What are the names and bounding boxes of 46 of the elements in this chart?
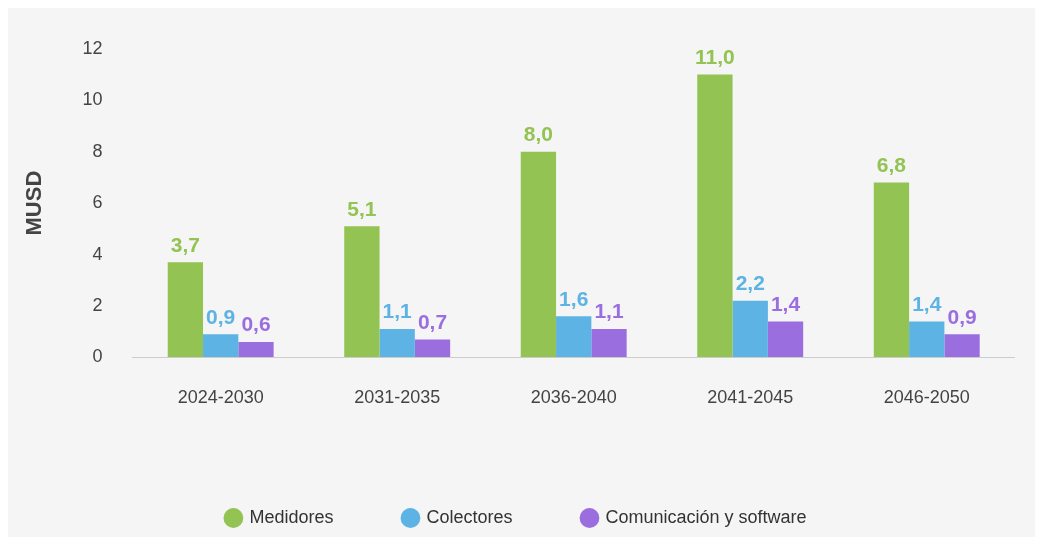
data-label: 1,4: [770, 291, 801, 315]
bar: [379, 329, 415, 357]
bar: [203, 334, 239, 357]
x-tick-label: 2046-2050: [883, 387, 970, 408]
data-label: 2,2: [735, 271, 765, 295]
bar: [767, 321, 804, 357]
bar: [732, 300, 768, 357]
y-tick-label: 2: [92, 294, 103, 315]
bar: [238, 341, 274, 357]
y-tick-label: 0: [92, 346, 103, 367]
y-tick-label: 8: [92, 140, 103, 161]
y-tick-label: 6: [92, 192, 103, 213]
x-tick-label: 2024-2030: [177, 387, 264, 408]
bar: [414, 339, 451, 357]
bar: [344, 226, 380, 357]
data-label: 1,6: [559, 286, 589, 310]
data-label: 1,4: [912, 291, 942, 315]
y-tick-label: 12: [82, 37, 103, 58]
data-label: 6,8: [876, 152, 907, 176]
y-tick-label: 10: [82, 89, 103, 110]
y-axis-title: MUSD: [21, 170, 47, 236]
x-tick-label: 2041-2045: [707, 387, 794, 408]
data-label: 0,6: [241, 312, 271, 336]
legend-label: Colectores: [426, 506, 513, 527]
data-label: 11,0: [695, 44, 735, 68]
bar: [520, 151, 557, 357]
data-label: 5,1: [347, 196, 377, 220]
data-label: 0,7: [417, 309, 448, 333]
data-label: 0,9: [947, 304, 977, 328]
bar: [556, 316, 592, 357]
data-label: 8,0: [523, 121, 554, 145]
x-tick-label: 2036-2040: [530, 387, 617, 408]
bar: [167, 262, 204, 357]
bar: [944, 334, 980, 357]
y-tick-label: 4: [92, 243, 103, 264]
bar: [909, 321, 945, 357]
data-label: 1,1: [594, 299, 624, 323]
bar: [873, 182, 910, 357]
data-label: 1,1: [382, 299, 413, 323]
bar: [591, 329, 627, 357]
x-tick-label: 2031-2035: [354, 387, 441, 408]
legend-label: Comunicación y software: [605, 506, 807, 527]
data-label: 3,7: [170, 232, 200, 256]
data-label: 0,9: [206, 304, 236, 328]
bar: [697, 74, 733, 357]
legend-label: Medidores: [249, 506, 334, 527]
